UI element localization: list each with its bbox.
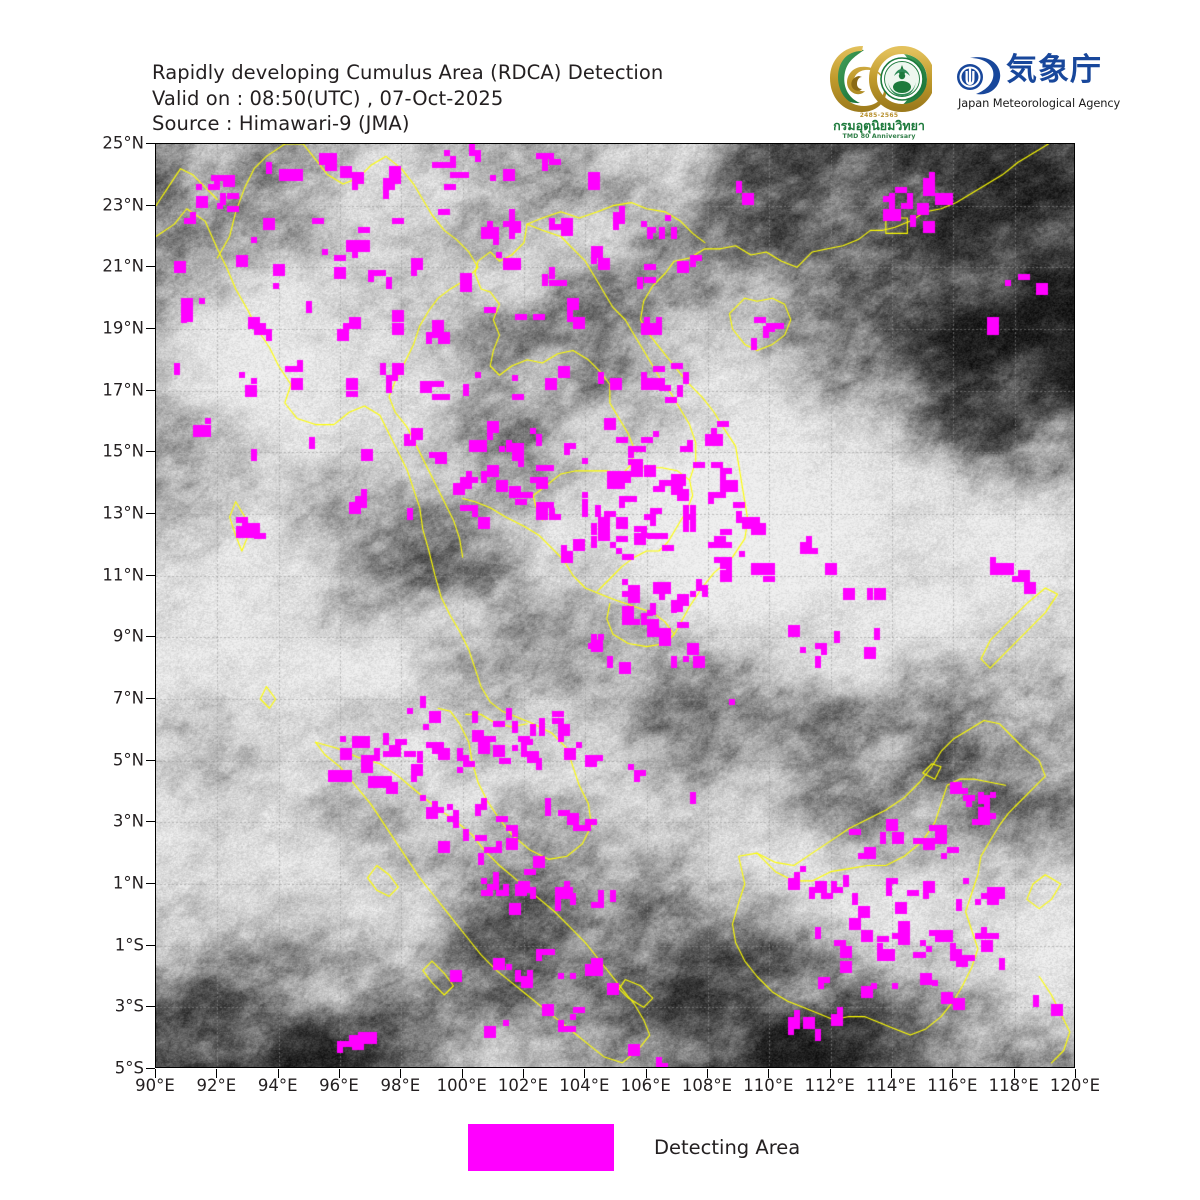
longitude-tick-label: 116°E: [927, 1076, 978, 1095]
latitude-tick-label: 23°N: [102, 195, 144, 215]
legend: Detecting Area: [468, 1124, 800, 1171]
longitude-tick-mark: [216, 1069, 218, 1078]
longitude-tick-label: 108°E: [681, 1076, 733, 1095]
tmd-80th-anniversary-logo: 2485-2565 กรมอุตุนิยมวิทยา TMD 80 Annive…: [820, 46, 938, 142]
tmd-logo-text: 2485-2565 กรมอุตุนิยมวิทยา TMD 80 Annive…: [820, 112, 938, 141]
longitude-tick-label: 92°E: [196, 1076, 237, 1095]
longitude-tick-mark: [707, 1069, 708, 1078]
latitude-tick-label: 7°N: [112, 688, 144, 708]
longitude-tick-label: 98°E: [380, 1076, 421, 1095]
latitude-tick-label: 1°N: [112, 873, 144, 893]
latitude-tick-mark: [146, 1068, 155, 1069]
latitude-tick-label: 3°N: [112, 811, 144, 831]
longitude-tick-label: 110°E: [743, 1076, 794, 1095]
jma-english-name: Japan Meteorological Agency: [958, 96, 1121, 110]
latitude-tick-mark: [146, 204, 155, 206]
latitude-tick-mark: [146, 636, 155, 638]
longitude-tick-label: 96°E: [319, 1076, 359, 1095]
jma-emblem-icon: [957, 57, 1001, 95]
longitude-tick-mark: [1013, 1069, 1015, 1078]
longitude-tick-mark: [952, 1069, 954, 1078]
satellite-map-plot: [155, 143, 1075, 1068]
latitude-tick-label: 1°S: [114, 935, 144, 955]
legend-label: Detecting Area: [654, 1136, 801, 1159]
latitude-tick-mark: [146, 1006, 155, 1008]
longitude-tick-mark: [461, 1069, 463, 1078]
latitude-tick-label: 19°N: [102, 318, 144, 338]
legend-color-swatch: [468, 1124, 614, 1171]
latitude-tick-mark: [146, 944, 155, 946]
latitude-tick-mark: [146, 513, 155, 514]
longitude-tick-label: 120°E: [1049, 1076, 1101, 1095]
longitude-tick-mark: [768, 1069, 770, 1078]
jma-kanji-label: 気象庁: [1006, 52, 1102, 88]
longitude-tick-mark: [829, 1069, 831, 1078]
longitude-tick-label: 106°E: [620, 1076, 671, 1095]
latitude-tick-label: 11°N: [102, 565, 144, 585]
tmd-thai-name: กรมอุตุนิยมวิทยา: [833, 118, 925, 133]
latitude-tick-mark: [146, 451, 155, 453]
page-header: Rapidly developing Cumulus Area (RDCA) D…: [152, 60, 792, 137]
latitude-tick-label: 5°N: [112, 750, 144, 770]
longitude-tick-mark: [584, 1069, 586, 1078]
tmd-80-mark-icon: [830, 46, 932, 112]
latitude-tick-label: 13°N: [102, 503, 144, 523]
longitude-tick-label: 118°E: [988, 1076, 1039, 1095]
japan-meteorological-agency-logo: 気象庁 Japan Meteorological Agency: [956, 52, 1120, 120]
latitude-tick-label: 9°N: [112, 626, 144, 646]
latitude-tick-mark: [146, 698, 155, 699]
tmd-years-label: 2485-2565: [859, 112, 899, 119]
source-label: Source : Himawari-9 (JMA): [152, 112, 410, 135]
latitude-tick-label: 17°N: [102, 380, 144, 400]
longitude-tick-label: 100°E: [436, 1076, 487, 1095]
longitude-tick-label: 94°E: [257, 1076, 298, 1095]
latitude-tick-label: 3°S: [114, 996, 144, 1016]
longitude-tick-mark: [339, 1069, 340, 1078]
longitude-tick-label: 112°E: [804, 1076, 855, 1095]
longitude-tick-label: 90°E: [135, 1076, 175, 1095]
latitude-tick-mark: [146, 759, 155, 761]
tmd-english-name: TMD 80 Anniversary: [842, 133, 916, 140]
longitude-tick-mark: [891, 1069, 892, 1078]
latitude-tick-label: 21°N: [102, 256, 144, 276]
latitude-tick-mark: [146, 883, 155, 884]
latitude-tick-label: 25°N: [102, 133, 144, 153]
latitude-tick-mark: [146, 328, 155, 329]
longitude-tick-mark: [645, 1069, 647, 1078]
latitude-tick-label: 15°N: [102, 441, 144, 461]
himawari-satellite-image: [156, 144, 1074, 1067]
longitude-tick-mark: [277, 1069, 279, 1078]
latitude-tick-mark: [146, 574, 155, 576]
latitude-tick-label: 5°S: [114, 1058, 144, 1078]
longitude-tick-mark: [523, 1069, 524, 1078]
longitude-tick-label: 114°E: [865, 1076, 917, 1095]
latitude-tick-mark: [146, 821, 155, 823]
logo-area: 2485-2565 กรมอุตุนิยมวิทยา TMD 80 Annive…: [820, 46, 1120, 142]
page-title: Rapidly developing Cumulus Area (RDCA) D…: [152, 61, 664, 84]
latitude-tick-mark: [146, 143, 155, 144]
valid-time-label: Valid on : 08:50(UTC) , 07-Oct-2025: [152, 86, 504, 110]
longitude-tick-label: 104°E: [559, 1076, 610, 1095]
longitude-tick-mark: [1075, 1069, 1076, 1078]
latitude-tick-mark: [146, 389, 155, 391]
longitude-tick-label: 102°E: [497, 1076, 549, 1095]
latitude-tick-mark: [146, 266, 155, 268]
longitude-tick-mark: [400, 1069, 402, 1078]
longitude-tick-mark: [155, 1069, 156, 1078]
